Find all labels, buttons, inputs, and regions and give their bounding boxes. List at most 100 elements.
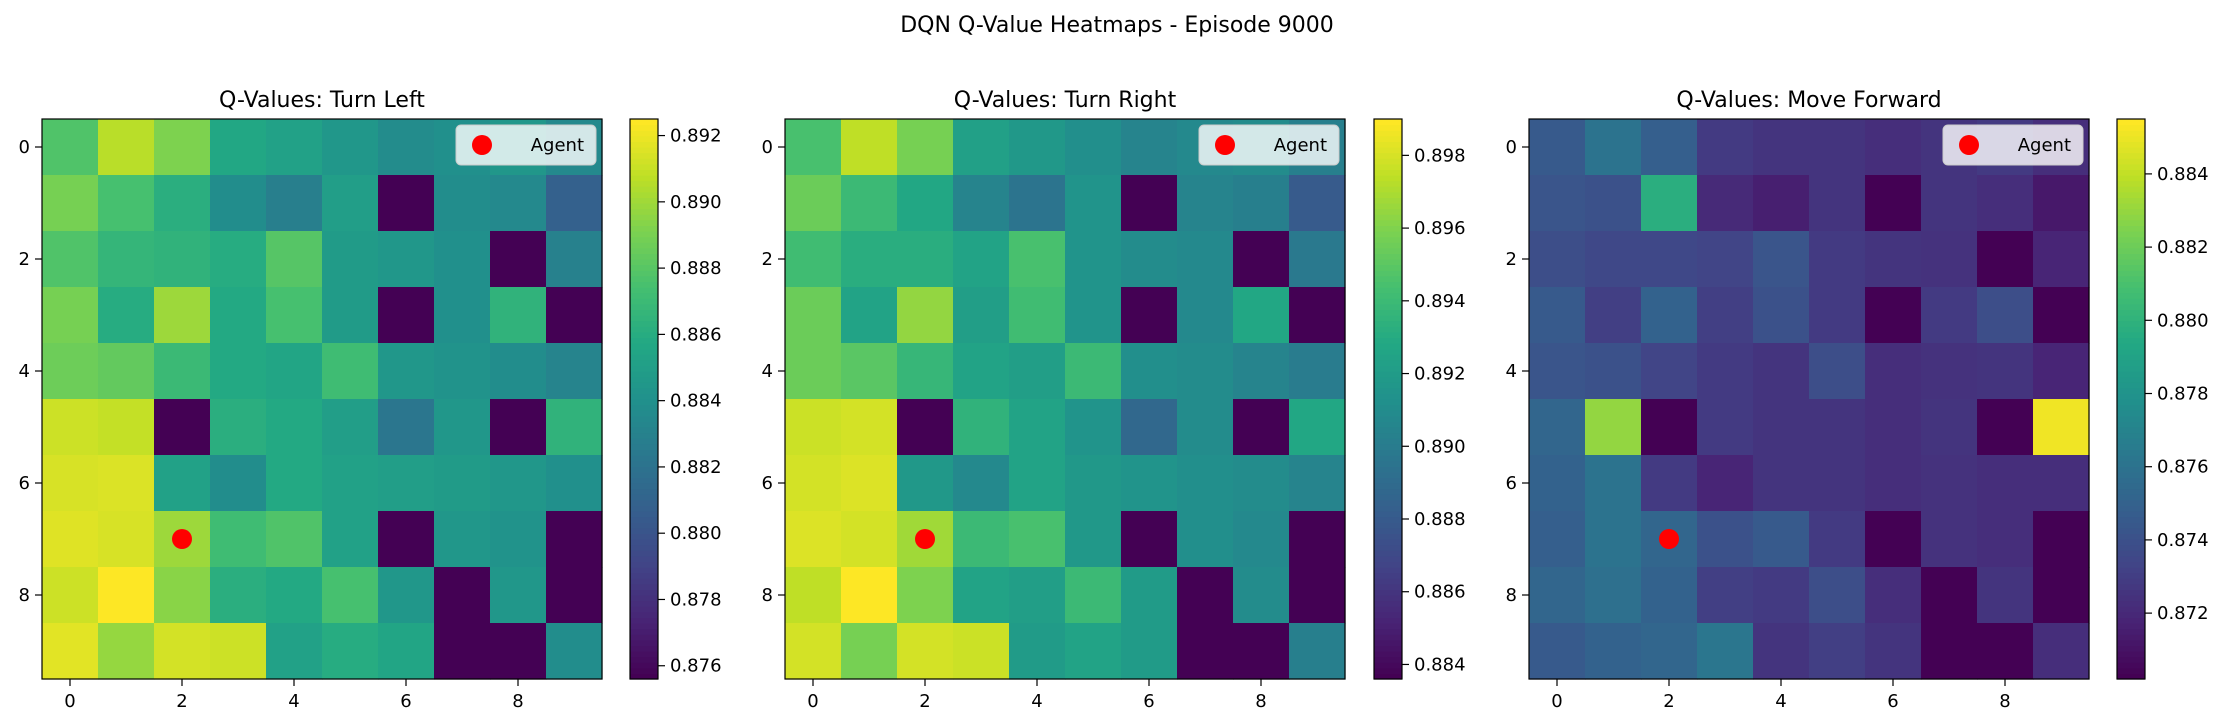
heatmap-cell — [1753, 567, 1810, 624]
colorbar-segment — [2117, 320, 2145, 327]
colorbar-tick-label: 0.884 — [1414, 654, 1466, 675]
colorbar-segment — [630, 421, 658, 428]
colorbar-segment — [630, 522, 658, 529]
heatmap-cell — [1065, 511, 1122, 568]
colorbar-segment — [2117, 578, 2145, 585]
colorbar-segment — [630, 236, 658, 243]
colorbar-segment — [630, 214, 658, 221]
colorbar-segment — [1374, 169, 1402, 176]
colorbar-segment — [2117, 466, 2145, 473]
heatmap-cell — [1233, 511, 1290, 568]
heatmap-cell — [1641, 623, 1698, 680]
colorbar-segment — [1374, 119, 1402, 126]
y-tick-label: 8 — [19, 585, 30, 606]
heatmap-cell — [322, 567, 379, 624]
colorbar-segment — [2117, 387, 2145, 394]
colorbar-segment — [1374, 208, 1402, 215]
colorbar-segment — [2117, 583, 2145, 590]
colorbar-segment — [2117, 561, 2145, 568]
heatmap-cell — [1753, 175, 1810, 232]
colorbar-segment — [1374, 611, 1402, 618]
colorbar-segment — [2117, 623, 2145, 630]
colorbar-segment — [1374, 544, 1402, 551]
colorbar-segment — [1374, 303, 1402, 310]
heatmap-cell — [434, 343, 491, 400]
x-tick-label: 6 — [1143, 691, 1154, 712]
heatmap-cell — [378, 119, 435, 176]
heatmap-cell — [1641, 343, 1698, 400]
colorbar-segment — [630, 555, 658, 562]
colorbar-segment — [630, 438, 658, 445]
y-tick-label: 2 — [19, 249, 30, 270]
colorbar-segment — [2117, 438, 2145, 445]
colorbar-segment — [630, 141, 658, 148]
heatmap-cell — [1177, 175, 1234, 232]
heatmap-cell — [1753, 287, 1810, 344]
colorbar-segment — [2117, 219, 2145, 226]
colorbar-segment — [2117, 449, 2145, 456]
heatmap-cell — [98, 623, 155, 680]
colorbar-segment — [2117, 611, 2145, 618]
colorbar-segment — [630, 611, 658, 618]
heatmap-cell — [378, 343, 435, 400]
colorbar-segment — [630, 331, 658, 338]
heatmap-cell — [490, 511, 547, 568]
legend-agent-marker — [1959, 135, 1979, 155]
colorbar: 0.872 0.874 0.876 0.878 0.880 0.882 0.884 — [2116, 118, 2209, 680]
colorbar-segment — [630, 365, 658, 372]
colorbar-segment — [1374, 292, 1402, 299]
heatmap-cell — [1289, 343, 1346, 400]
y-tick-label: 6 — [19, 473, 30, 494]
colorbar-tick-label: 0.896 — [1414, 218, 1466, 239]
colorbar-segment — [2117, 567, 2145, 574]
heatmap-cell — [1121, 287, 1178, 344]
heatmap-cell — [1865, 175, 1922, 232]
heatmap-cell — [378, 567, 435, 624]
colorbar-segment — [630, 371, 658, 378]
colorbar-segment — [630, 410, 658, 417]
heatmap-cell — [1977, 623, 2034, 680]
heatmap-cell — [1009, 343, 1066, 400]
heatmap-cell — [953, 175, 1010, 232]
heatmap-cell — [266, 287, 323, 344]
colorbar-segment — [630, 455, 658, 462]
heatmap-cell — [953, 623, 1010, 680]
heatmap-cell — [210, 623, 267, 680]
heatmap-cell — [98, 455, 155, 512]
heatmap-cell — [1233, 287, 1290, 344]
colorbar-segment — [630, 572, 658, 579]
colorbar-tick-label: 0.884 — [2157, 164, 2209, 185]
agent-marker — [915, 529, 935, 549]
heatmap-cell — [1809, 455, 1866, 512]
legend-box — [455, 124, 597, 166]
colorbar-segment — [2117, 354, 2145, 361]
colorbar-segment — [1374, 667, 1402, 674]
colorbar-segment — [630, 466, 658, 473]
heatmap-cell — [434, 567, 491, 624]
colorbar-segment — [630, 281, 658, 288]
heatmap-cell — [1233, 567, 1290, 624]
colorbar-segment — [630, 337, 658, 344]
colorbar-segment — [2117, 158, 2145, 165]
legend-label: Agent — [1274, 135, 1327, 156]
colorbar-segment — [2117, 175, 2145, 182]
heatmap-cell — [434, 511, 491, 568]
y-tick-label: 8 — [762, 585, 773, 606]
colorbar-segment — [630, 511, 658, 518]
heatmap-cell — [1921, 231, 1978, 288]
heatmap-cell — [378, 623, 435, 680]
colorbar-segment — [630, 449, 658, 456]
heatmap-cell — [210, 119, 267, 176]
heatmap-cell — [266, 623, 323, 680]
figure-suptitle: DQN Q-Value Heatmaps - Episode 9000 — [900, 13, 1334, 38]
colorbar-segment — [2117, 617, 2145, 624]
colorbar-segment — [2117, 505, 2145, 512]
colorbar-segment — [1374, 180, 1402, 187]
heatmap-cell — [1921, 623, 1978, 680]
heatmap-cell — [953, 343, 1010, 400]
x-tick-label: 8 — [1999, 691, 2010, 712]
heatmap-cell — [897, 287, 954, 344]
heatmap-cell — [1065, 343, 1122, 400]
heatmap-cell — [841, 287, 898, 344]
colorbar-segment — [630, 348, 658, 355]
